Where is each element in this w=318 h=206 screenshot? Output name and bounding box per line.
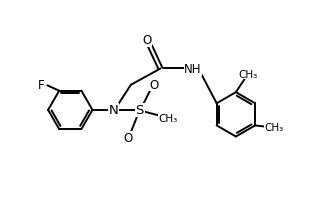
- Text: CH₃: CH₃: [239, 69, 258, 80]
- Text: O: O: [123, 132, 133, 145]
- Text: CH₃: CH₃: [264, 123, 284, 133]
- Text: NH: NH: [184, 63, 202, 76]
- Text: F: F: [38, 78, 44, 91]
- Text: N: N: [108, 104, 118, 117]
- Text: O: O: [149, 78, 158, 91]
- Text: S: S: [135, 104, 144, 117]
- Text: CH₃: CH₃: [158, 114, 177, 124]
- Text: O: O: [142, 34, 151, 47]
